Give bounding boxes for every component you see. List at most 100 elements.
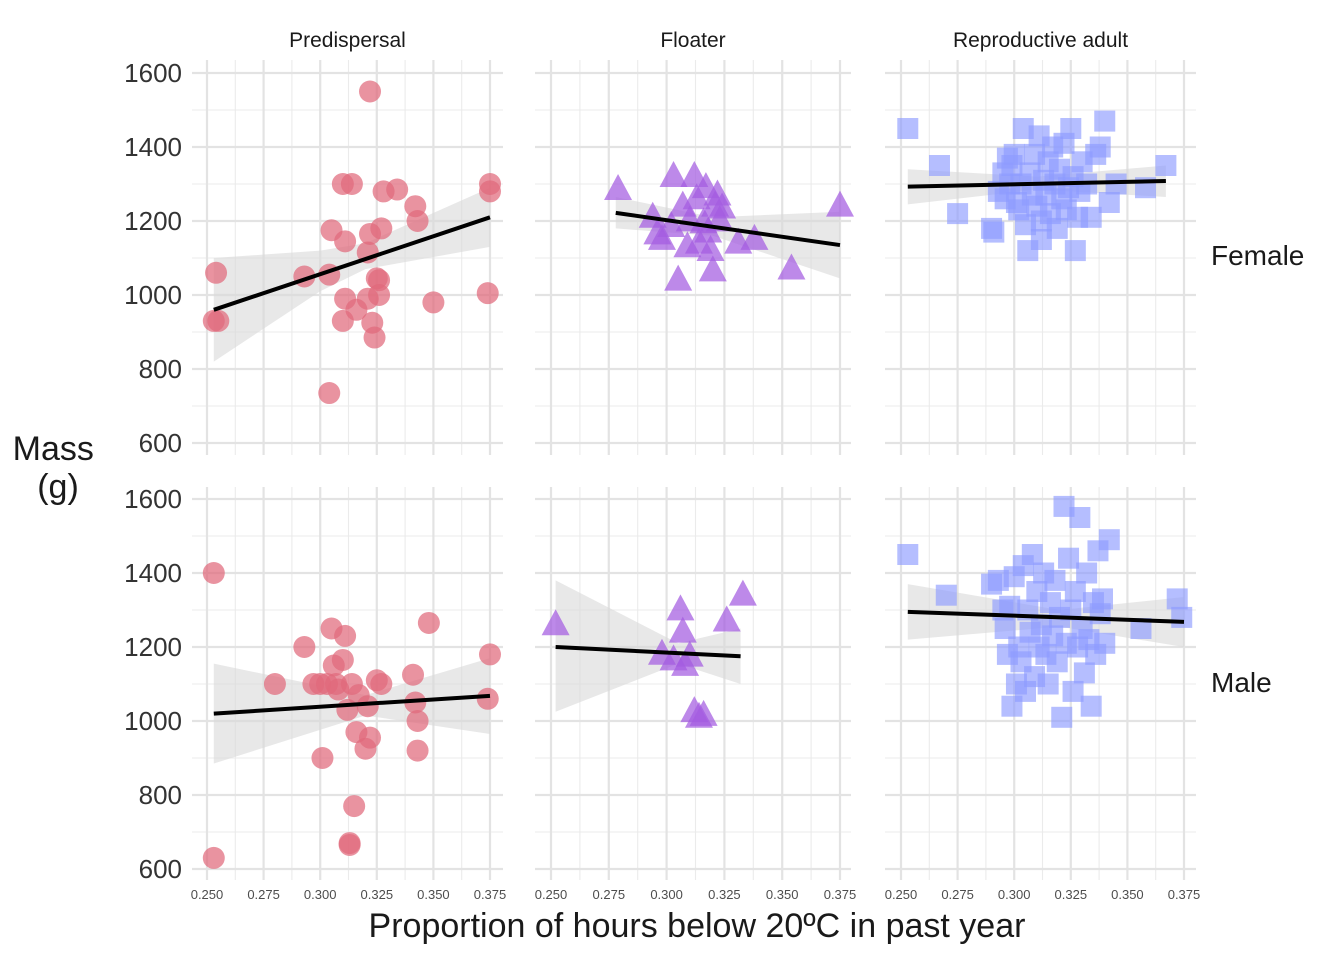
data-point [1064,581,1086,602]
data-point [1098,529,1120,551]
data-point [1051,706,1073,728]
data-point [1003,143,1025,165]
panel-female-predispersal [192,60,503,455]
x-tick-label: 0.375 [1168,887,1201,902]
data-point [340,173,363,195]
strip-label-reproductive-adult: Reproductive adult [953,29,1128,52]
data-point [994,188,1016,210]
y-axis-title: Mass (g) [13,430,104,506]
data-point [422,291,445,314]
data-point [1080,206,1102,228]
data-point [666,594,695,621]
y-axis-title-line-1: Mass [13,430,94,468]
data-point [406,739,429,762]
data-point [359,80,382,103]
data-point [1094,110,1116,132]
data-point [207,309,230,332]
data-point [1044,569,1066,591]
y-tick-label: 600 [139,428,182,458]
data-point [983,221,1005,243]
row-label-female: Female [1211,240,1304,271]
x-tick-label: 0.350 [1111,887,1144,902]
data-point [334,624,357,647]
data-point [777,253,806,280]
data-point [417,611,440,634]
labels-layer: Mass (g) Proportion of hours below 20ºC … [13,430,1026,945]
data-point [928,155,950,176]
x-tick-label: 0.250 [191,887,224,902]
data-point [479,643,501,666]
trend-line [213,215,491,312]
data-point [1021,544,1043,565]
panel-female-reproductive-adult [885,60,1196,455]
data-point [370,673,393,695]
x-tick-label: 0.350 [766,887,799,902]
data-point [1037,673,1059,695]
x-tick-label: 0.300 [304,887,337,902]
y-tick-label: 1000 [124,280,182,310]
data-point [708,192,737,219]
strip-label-predispersal: Predispersal [289,29,406,52]
data-point [318,382,341,405]
data-point [356,695,379,718]
x-tick-label: 0.250 [885,887,918,902]
x-tick-label: 0.375 [474,887,507,902]
data-point [1062,680,1084,702]
panel-male-reproductive-adult [885,487,1196,880]
x-tick-label: 0.275 [593,887,626,902]
x-tick-label: 0.325 [361,887,394,902]
data-point [728,579,757,606]
data-point [1015,214,1037,236]
x-tick-label: 0.275 [941,887,974,902]
panel-male-predispersal [192,487,503,880]
data-point [897,118,919,139]
y-tick-label: 1200 [124,206,182,236]
data-point [1058,547,1080,569]
data-point [479,180,501,203]
y-axis-title-line-2: (g) [37,468,79,506]
data-point [1089,136,1111,158]
data-point [311,747,334,769]
strip-label-floater: Floater [660,29,725,52]
data-point [740,223,769,250]
data-point [999,595,1021,617]
confidence-band [555,580,741,712]
data-point [202,562,225,584]
panels-layer: Predispersal Floater Reproductive adult Fem… [124,29,1304,902]
y-tick-label: 1600 [124,58,182,88]
data-point [368,284,391,306]
data-point [1098,192,1120,213]
data-point [406,210,429,232]
data-point [1080,695,1102,717]
data-point [541,609,570,636]
data-point [987,569,1009,591]
x-tick-label: 0.350 [417,887,450,902]
row-label-male: Male [1211,667,1272,698]
data-point [659,161,688,187]
data-point [293,636,316,658]
confidence-band [213,187,491,362]
panel-female-floater [535,60,854,455]
data-point [476,282,499,305]
data-point [359,726,382,749]
x-tick-label: 0.325 [1055,887,1088,902]
trend-line [213,693,491,716]
trend-line [907,179,1166,189]
data-point [947,203,969,225]
data-point [689,699,718,726]
data-point [263,673,286,695]
y-tick-label: 800 [139,780,182,810]
data-point [668,616,697,643]
data-point [696,235,725,261]
data-point [1091,588,1113,610]
data-point [664,264,693,291]
data-point [406,710,429,732]
x-tick-label: 0.375 [824,887,857,902]
y-tick-label: 1400 [124,558,182,588]
data-point [1130,618,1152,639]
data-point [334,230,357,253]
y-tick-label: 800 [139,354,182,384]
data-point [1064,240,1086,262]
data-point [402,663,425,686]
